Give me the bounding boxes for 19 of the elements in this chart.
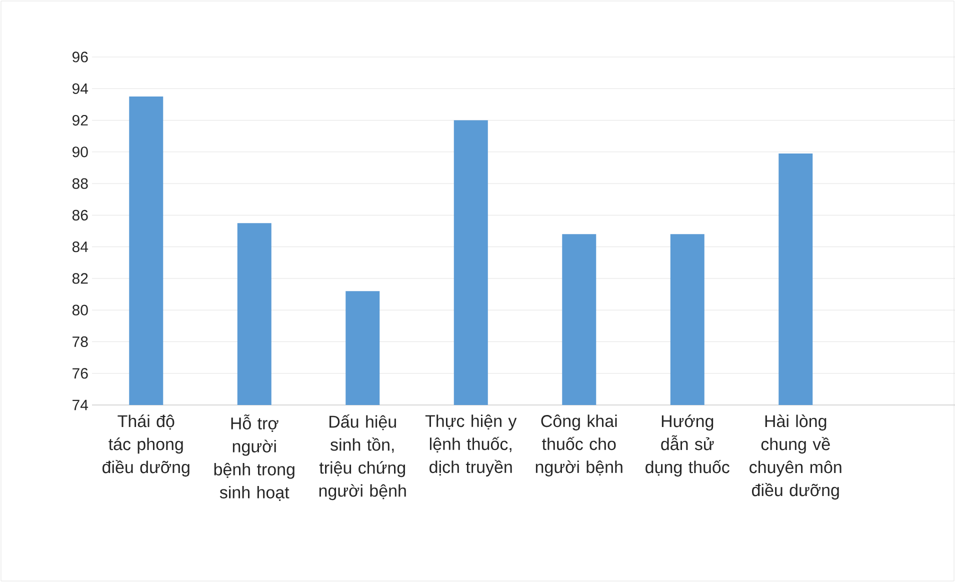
x-tick-label: Dấu hiệu sinh tồn, triệu chứng người bệnh (319, 414, 406, 500)
y-tick-label: 84 (72, 242, 88, 252)
y-tick-label: 74 (72, 400, 88, 410)
y-tick-label: 90 (72, 146, 88, 158)
x-tick-label: Thái độ tác phong điều dưỡng (102, 414, 190, 477)
y-tick-label: 78 (72, 336, 88, 348)
x-tick-label: Thực hiện y lệnh thuốc, dịch truyền (425, 414, 517, 476)
y-tick-label: 82 (72, 273, 88, 284)
y-tick-label: 80 (72, 304, 88, 316)
x-tick-label: Hướng dẫn sử dụng thuốc (646, 414, 730, 477)
y-tick-label: 86 (72, 210, 88, 220)
y-tick-label: 76 (72, 368, 88, 379)
y-tick-label: 94 (72, 83, 88, 94)
y-tick-label: 88 (72, 178, 88, 189)
x-tick-label: Công khai thuốc cho người bệnh (536, 414, 622, 476)
y-tick-label: 96 (72, 52, 88, 62)
x-tick-label: Hài lòng chung về chuyên môn điều dưỡng (750, 414, 842, 500)
x-tick-label: Hỗ trợ người bệnh trong sinh hoạt (214, 414, 294, 501)
y-tick-label: 92 (72, 114, 88, 126)
